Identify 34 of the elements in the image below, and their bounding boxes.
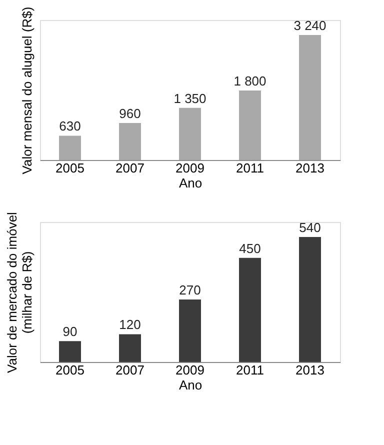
x-tick-label: 2007 <box>116 362 144 378</box>
bar <box>239 90 261 160</box>
data-label: 270 <box>179 282 201 298</box>
y-axis-title: Valor mensal do aluguel (R$) <box>20 6 34 174</box>
bar <box>59 136 81 160</box>
bar <box>119 334 141 362</box>
x-tick-label: 2013 <box>296 160 324 176</box>
data-label: 450 <box>239 240 261 256</box>
x-tick-label: 2011 <box>236 362 264 378</box>
bar <box>239 258 261 362</box>
x-tick-label: 2009 <box>176 160 204 176</box>
x-tick-label: 2005 <box>56 160 84 176</box>
y-axis-title: Valor de mercado do imóvel (milhar de R$) <box>4 212 34 373</box>
data-label: 1 800 <box>234 74 266 89</box>
data-label: 540 <box>299 220 321 235</box>
x-tick-label: 2009 <box>176 362 204 378</box>
data-label: 1 350 <box>174 90 206 106</box>
data-label: 3 240 <box>294 18 326 33</box>
bar <box>179 108 201 160</box>
data-label: 120 <box>119 317 141 332</box>
bar <box>119 122 141 160</box>
bar <box>59 341 81 362</box>
data-label: 960 <box>119 106 141 121</box>
x-tick-label: 2007 <box>116 160 144 176</box>
data-label: 90 <box>62 324 78 340</box>
bar <box>299 237 321 362</box>
x-tick-label: 2011 <box>236 160 264 176</box>
bar <box>299 35 321 160</box>
x-tick-label: 2013 <box>296 362 324 378</box>
x-tick-label: 2005 <box>56 362 84 378</box>
data-label: 630 <box>59 118 81 134</box>
x-axis-title: Ano <box>178 176 202 190</box>
bar <box>179 300 201 362</box>
x-axis-title: Ano <box>178 378 202 392</box>
